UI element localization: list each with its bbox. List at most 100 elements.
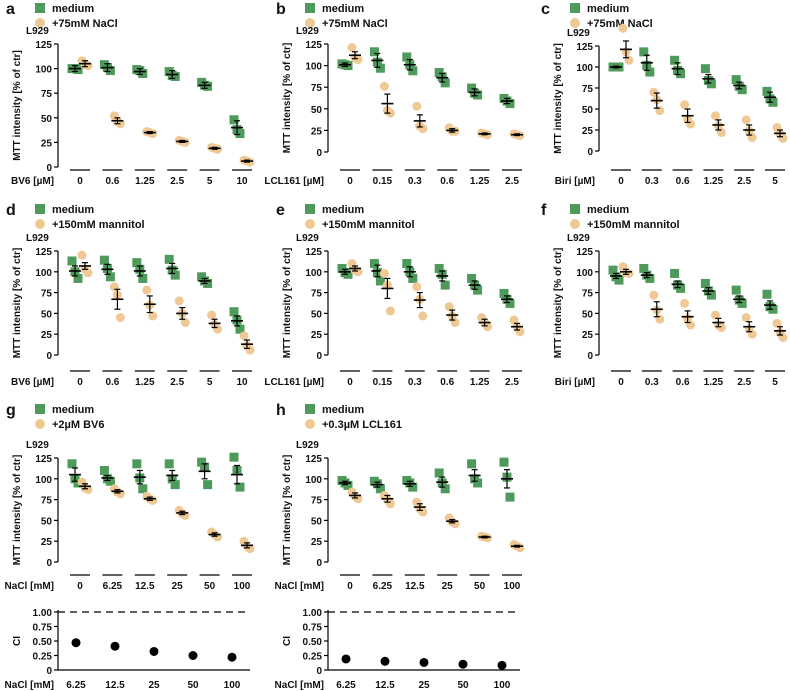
x-category-label: 6.25 bbox=[336, 680, 356, 691]
ci-point bbox=[110, 641, 120, 651]
x-category-label: 2.5 bbox=[505, 176, 519, 187]
data-point-treatment bbox=[710, 111, 720, 121]
y-tick-label: 50 bbox=[311, 516, 323, 527]
x-category-label: 0 bbox=[77, 377, 83, 388]
legend-label-treatment: +0.3µM LCL161 bbox=[322, 419, 402, 431]
y-tick-label: 75 bbox=[311, 496, 323, 507]
y-tick-label: 75 bbox=[582, 84, 594, 95]
x-category-label: 25 bbox=[172, 581, 184, 592]
data-point-medium bbox=[700, 64, 710, 74]
data-point-medium bbox=[138, 69, 148, 79]
y-tick-label: 0 bbox=[46, 163, 52, 174]
cell-line-label: L929 bbox=[567, 233, 590, 244]
data-point-medium bbox=[737, 85, 747, 95]
data-point-medium bbox=[67, 256, 77, 266]
x-category-label: 6.25 bbox=[66, 680, 86, 691]
y-tick-label: 100 bbox=[576, 268, 593, 279]
data-point-medium bbox=[731, 75, 741, 85]
data-point-medium bbox=[440, 78, 450, 88]
y-axis-label: CI bbox=[12, 636, 23, 646]
data-point-medium bbox=[235, 482, 245, 492]
x-category-label: 12.5 bbox=[105, 680, 125, 691]
y-tick-label: 0 bbox=[316, 558, 322, 569]
ci-point bbox=[458, 659, 468, 669]
data-point-treatment bbox=[716, 323, 726, 333]
ci-point bbox=[497, 660, 507, 670]
data-point-medium bbox=[138, 484, 148, 494]
y-tick-label: 50 bbox=[41, 309, 53, 320]
x-axis-label: NaCl [mM] bbox=[275, 581, 324, 592]
y-axis-label: MTT intensity [% of ctr] bbox=[12, 455, 23, 566]
data-point-treatment bbox=[245, 544, 255, 554]
panel-letter: d bbox=[6, 202, 16, 219]
data-point-treatment bbox=[77, 250, 87, 260]
data-point-treatment bbox=[483, 322, 493, 332]
legend-label-medium: medium bbox=[52, 204, 94, 216]
cell-line-label: L929 bbox=[296, 440, 319, 451]
legend-marker-treatment bbox=[570, 18, 580, 28]
data-point-medium bbox=[473, 285, 483, 295]
x-category-label: 0 bbox=[618, 377, 624, 388]
cell-line-label: L929 bbox=[26, 440, 49, 451]
x-category-label: 0.3 bbox=[645, 377, 659, 388]
data-point-medium bbox=[229, 115, 239, 125]
legend-marker-medium bbox=[35, 204, 45, 214]
data-point-treatment bbox=[347, 42, 357, 52]
x-category-label: 1.25 bbox=[704, 377, 724, 388]
x-category-label: 50 bbox=[474, 581, 486, 592]
x-category-label: 0 bbox=[347, 581, 353, 592]
data-point-medium bbox=[676, 283, 686, 293]
legend-marker-treatment bbox=[305, 219, 315, 229]
y-tick-label: 125 bbox=[305, 247, 322, 258]
data-point-medium bbox=[737, 298, 747, 308]
data-point-medium bbox=[235, 129, 245, 139]
x-axis-label: LCL161 [µM] bbox=[264, 377, 324, 388]
y-axis-label: MTT intensity [% of ctr] bbox=[12, 50, 23, 161]
x-category-label: 0 bbox=[77, 581, 83, 592]
y-tick-label: 75 bbox=[311, 83, 323, 94]
x-category-label: 1.25 bbox=[704, 176, 724, 187]
data-point-treatment bbox=[515, 543, 525, 553]
data-point-treatment bbox=[741, 313, 751, 323]
data-point-treatment bbox=[418, 311, 428, 321]
data-point-medium bbox=[170, 480, 180, 490]
data-point-treatment bbox=[115, 313, 125, 323]
y-tick-label: 100 bbox=[305, 475, 322, 486]
x-category-label: 12.5 bbox=[405, 581, 425, 592]
legend-label-treatment: +2µM BV6 bbox=[52, 419, 105, 431]
y-tick-label: 100 bbox=[35, 65, 52, 76]
y-tick-label: 25 bbox=[582, 330, 594, 341]
panel-letter: c bbox=[541, 1, 550, 18]
x-category-label: 1.25 bbox=[135, 176, 155, 187]
x-category-label: 6.25 bbox=[103, 581, 123, 592]
data-point-medium bbox=[138, 273, 148, 283]
data-point-treatment bbox=[412, 101, 422, 111]
y-tick-label: 125 bbox=[305, 454, 322, 465]
data-point-medium bbox=[402, 258, 412, 268]
panel-g-ci: 0 0.25 0.50 0.75 1.00 CI NaCl [mM] 6.25 12.5 25 50… bbox=[5, 608, 250, 691]
data-point-treatment bbox=[618, 23, 628, 33]
data-point-treatment bbox=[444, 302, 454, 312]
panel-letter: f bbox=[541, 202, 547, 219]
y-tick-label: 25 bbox=[311, 126, 323, 137]
x-category-label: 2.5 bbox=[737, 377, 751, 388]
legend-label-treatment: +150mM mannitol bbox=[52, 219, 145, 231]
data-point-medium bbox=[229, 452, 239, 462]
cell-line-label: L929 bbox=[296, 26, 319, 37]
data-point-treatment bbox=[680, 298, 690, 308]
data-point-medium bbox=[467, 273, 477, 283]
y-tick-label: 100 bbox=[305, 62, 322, 73]
x-category-label: 0.15 bbox=[373, 377, 393, 388]
x-axis-label: BV6 [µM] bbox=[11, 377, 54, 388]
data-point-medium bbox=[402, 52, 412, 62]
x-axis-label: Biri [µM] bbox=[555, 176, 595, 187]
data-point-medium bbox=[99, 255, 109, 265]
legend-marker-medium bbox=[570, 204, 580, 214]
data-point-medium bbox=[473, 478, 483, 488]
y-axis-label: MTT intensity [% of ctr] bbox=[553, 43, 564, 154]
panel-h-ci: 0 0.25 0.50 0.75 1.00 CI NaCl [mM] 6.25 12.5 25 50… bbox=[275, 608, 520, 691]
y-tick-label: 0 bbox=[46, 558, 52, 569]
x-category-label: 100 bbox=[504, 581, 521, 592]
